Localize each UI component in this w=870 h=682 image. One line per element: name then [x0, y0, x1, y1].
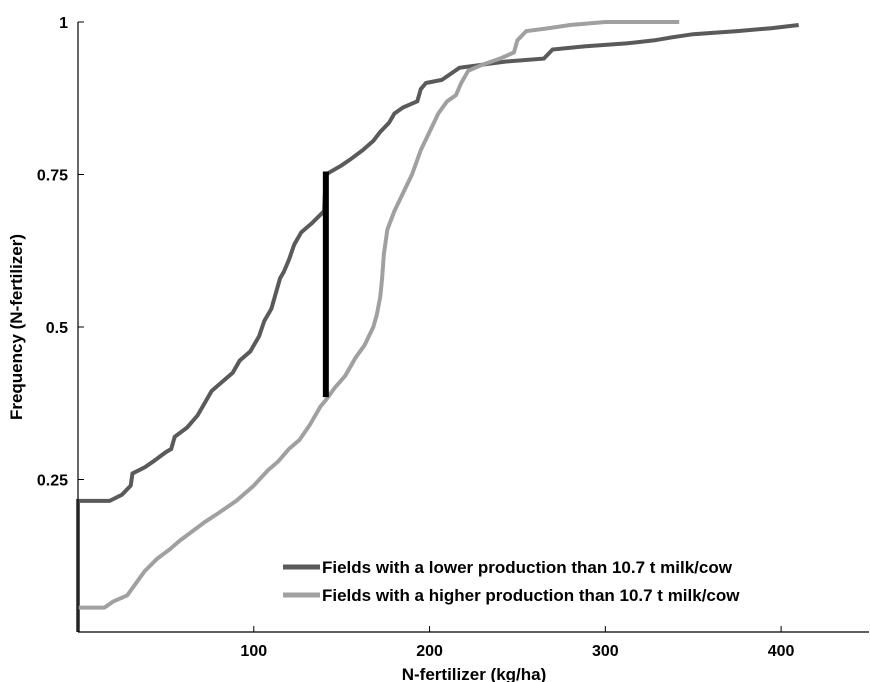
- x-tick-label: 300: [592, 643, 619, 660]
- y-axis-label: Frequency (N-fertilizer): [7, 234, 26, 420]
- y-tick-label: 0.25: [37, 473, 68, 490]
- plot-lines: [76, 20, 799, 632]
- series-line-lower-production: [76, 23, 799, 632]
- legend: Fields with a lower production than 10.7…: [283, 558, 740, 605]
- series-line-higher-production: [78, 20, 680, 610]
- x-axis-label: N-fertilizer (kg/ha): [402, 665, 547, 682]
- legend-label-higher: Fields with a higher production than 10.…: [322, 586, 740, 605]
- y-tick-label: 0.5: [46, 320, 68, 337]
- x-tick-label: 400: [768, 643, 795, 660]
- y-tick-label: 1: [59, 15, 68, 32]
- y-tick-label: 0.75: [37, 168, 68, 185]
- x-tick-label: 100: [240, 643, 267, 660]
- x-tick-label: 200: [416, 643, 443, 660]
- legend-label-lower: Fields with a lower production than 10.7…: [322, 558, 733, 577]
- y-axis-ticks: 0.25 0.5 0.75 1: [37, 15, 84, 490]
- x-axis-ticks: 100 200 300 400: [240, 626, 795, 660]
